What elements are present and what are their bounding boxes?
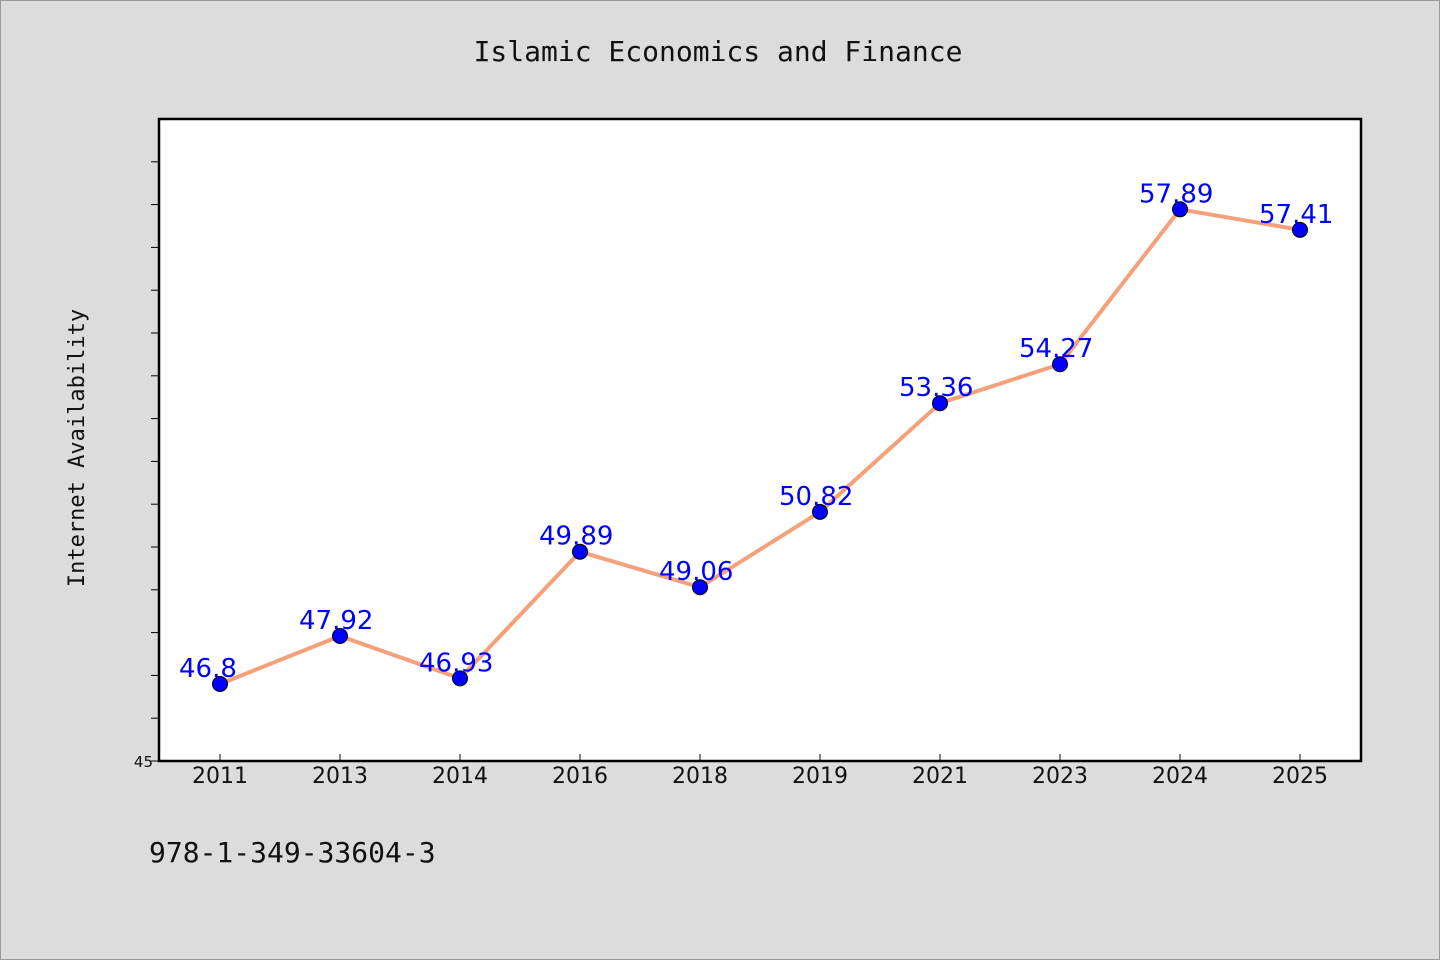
x-tick-label: 2019 <box>792 764 848 789</box>
y-axis-ticks: 45 <box>134 161 159 771</box>
x-tick-label: 2014 <box>432 764 488 789</box>
data-point <box>572 543 588 560</box>
y-tick-label: 45 <box>134 753 153 771</box>
data-point <box>1052 356 1068 373</box>
x-tick-label: 2016 <box>552 764 608 789</box>
data-label: 46.93 <box>419 648 493 678</box>
x-tick-label: 2018 <box>672 764 728 789</box>
data-point <box>1292 221 1308 238</box>
data-label: 47.92 <box>299 606 373 636</box>
series-group: 46.8 47.92 46.93 49.89 49.06 50.82 53.36 54.27 5… <box>179 179 1333 692</box>
data-point <box>812 503 828 520</box>
chart-title: Islamic Economics and Finance <box>474 35 963 68</box>
data-point <box>692 579 708 596</box>
data-point <box>932 395 948 412</box>
x-tick-label: 2024 <box>1152 764 1208 789</box>
data-label: 57.41 <box>1259 200 1333 230</box>
x-tick-label: 2011 <box>192 764 248 789</box>
data-label: 57.89 <box>1139 179 1213 209</box>
data-point <box>1172 201 1188 218</box>
data-point <box>452 670 468 687</box>
data-point <box>332 628 348 645</box>
x-axis-ticks: 2011 2013 2014 2016 2018 2019 2021 2023 2024 2025 <box>192 754 1328 789</box>
x-tick-label: 2013 <box>312 764 368 789</box>
data-label: 54.27 <box>1019 334 1093 364</box>
data-label: 53.36 <box>899 373 973 403</box>
x-tick-label: 2023 <box>1032 764 1088 789</box>
x-tick-label: 2021 <box>912 764 968 789</box>
footer-isbn: 978-1-349-33604-3 <box>149 836 436 869</box>
x-tick-label: 2025 <box>1272 764 1328 789</box>
y-axis-label: Internet Availability <box>65 309 90 587</box>
series-line <box>218 207 1302 686</box>
data-label: 46.8 <box>179 654 237 684</box>
data-label: 50.82 <box>779 482 853 512</box>
plot-area <box>157 117 1363 763</box>
data-label: 49.06 <box>659 557 733 587</box>
data-point <box>212 675 228 692</box>
data-label: 49.89 <box>539 522 613 552</box>
